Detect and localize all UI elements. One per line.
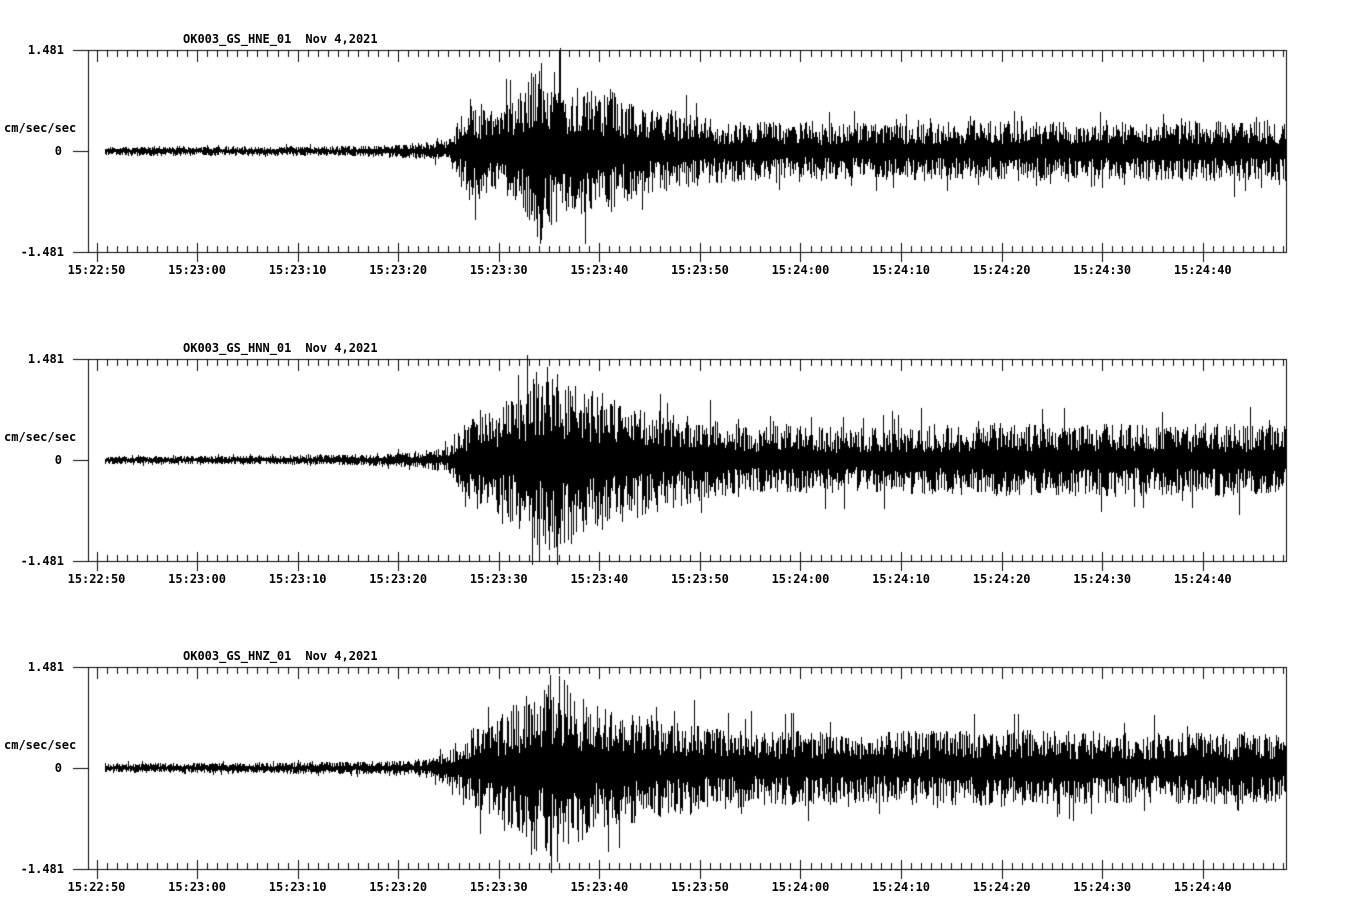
seismogram-panel-hnz: OK003_GS_HNZ_01 Nov 4,2021 1.481 cm/sec/s… (0, 649, 1358, 924)
x-axis-tick-labels: 15:22:50 15:23:00 15:23:10 15:23:20 15:23:30… (0, 263, 1358, 278)
x-tick-label: 15:24:20 (972, 572, 1031, 586)
x-tick-label: 15:23:50 (671, 572, 729, 586)
panel-title-station: OK003_GS_HNE_01 (183, 32, 292, 46)
x-axis-tick-labels: 15:22:50 15:23:00 15:23:10 15:23:20 15:23:30… (0, 572, 1358, 587)
y-axis-min-label: -1.481 (20, 554, 64, 568)
y-axis-min-label: -1.481 (20, 245, 64, 259)
panel-title: OK003_GS_HNZ_01 Nov 4,2021 (183, 649, 378, 664)
x-tick-label: 15:24:30 (1073, 880, 1132, 894)
x-tick-label: 15:23:30 (469, 880, 528, 894)
panel-title-date: Nov 4,2021 (305, 341, 378, 355)
x-tick-label: 15:23:20 (369, 880, 428, 894)
seismogram-trace-hnn (0, 341, 1358, 587)
y-axis-max-label: 1.481 (27, 352, 64, 366)
y-axis-zero-label: 0 (54, 761, 62, 775)
x-tick-label: 15:23:10 (268, 263, 327, 277)
x-axis-tick-labels: 15:22:50 15:23:00 15:23:10 15:23:20 15:23:30… (0, 880, 1358, 895)
x-tick-label: 15:24:10 (872, 880, 930, 894)
x-tick-label: 15:24:10 (872, 263, 930, 277)
x-tick-label: 15:23:40 (570, 572, 629, 586)
x-tick-label: 15:23:30 (469, 263, 528, 277)
x-tick-label: 15:23:00 (168, 880, 226, 894)
y-axis-max-label: 1.481 (27, 43, 64, 57)
panel-title-station: OK003_GS_HNZ_01 (183, 649, 292, 663)
x-tick-label: 15:22:50 (67, 263, 126, 277)
y-axis-max-label: 1.481 (27, 660, 64, 674)
seismogram-trace-hne (0, 32, 1358, 278)
x-tick-label: 15:23:20 (369, 572, 428, 586)
x-tick-label: 15:24:00 (771, 263, 830, 277)
x-tick-label: 15:23:00 (168, 263, 226, 277)
y-axis-units-label: cm/sec/sec (4, 430, 77, 444)
x-tick-label: 15:23:10 (268, 880, 327, 894)
panel-title-date: Nov 4,2021 (305, 649, 378, 663)
y-axis-units-label: cm/sec/sec (4, 121, 77, 135)
seismogram-panel-hnn: OK003_GS_HNN_01 Nov 4,2021 1.481 cm/sec/s… (0, 341, 1358, 621)
x-tick-label: 15:22:50 (67, 880, 126, 894)
panel-title-station: OK003_GS_HNN_01 (183, 341, 292, 355)
panel-title: OK003_GS_HNN_01 Nov 4,2021 (183, 341, 378, 356)
x-tick-label: 15:24:20 (972, 263, 1031, 277)
x-tick-label: 15:22:50 (67, 572, 126, 586)
y-axis-units-label: cm/sec/sec (4, 738, 77, 752)
x-tick-label: 15:24:30 (1073, 572, 1132, 586)
seismogram-trace-hnz (0, 649, 1358, 895)
x-tick-label: 15:23:40 (570, 263, 629, 277)
x-tick-label: 15:23:10 (268, 572, 327, 586)
x-tick-label: 15:24:40 (1173, 572, 1232, 586)
x-tick-label: 15:23:50 (671, 880, 729, 894)
panel-title: OK003_GS_HNE_01 Nov 4,2021 (183, 32, 378, 47)
x-tick-label: 15:23:30 (469, 572, 528, 586)
x-tick-label: 15:24:20 (972, 880, 1031, 894)
x-tick-label: 15:24:00 (771, 572, 830, 586)
y-axis-zero-label: 0 (54, 453, 62, 467)
x-tick-label: 15:24:30 (1073, 263, 1132, 277)
x-tick-label: 15:23:20 (369, 263, 428, 277)
seismogram-panel-hne: OK003_GS_HNE_01 Nov 4,2021 1.481 cm/sec/s… (0, 32, 1358, 312)
y-axis-min-label: -1.481 (20, 862, 64, 876)
x-tick-label: 15:23:40 (570, 880, 629, 894)
x-tick-label: 15:23:00 (168, 572, 226, 586)
x-tick-label: 15:24:40 (1173, 263, 1232, 277)
x-tick-label: 15:24:10 (872, 572, 930, 586)
y-axis-zero-label: 0 (54, 144, 62, 158)
x-tick-label: 15:24:00 (771, 880, 830, 894)
panel-title-date: Nov 4,2021 (305, 32, 378, 46)
x-tick-label: 15:24:40 (1173, 880, 1232, 894)
x-tick-label: 15:23:50 (671, 263, 729, 277)
